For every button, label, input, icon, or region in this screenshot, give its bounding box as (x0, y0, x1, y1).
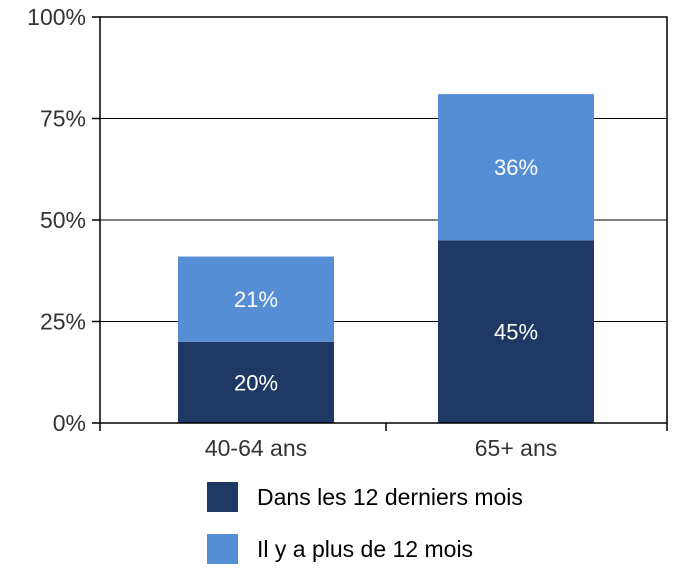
data-labels: 20% 21% 45% 36% (234, 155, 538, 395)
x-tick-label: 65+ ans (475, 435, 558, 461)
x-axis: 40-64 ans 65+ ans (99, 423, 668, 461)
y-tick-label: 50% (40, 207, 86, 233)
y-tick-label: 25% (40, 309, 86, 335)
bars (178, 94, 594, 423)
y-tick-label: 0% (53, 410, 86, 436)
data-label: 36% (494, 155, 538, 180)
y-axis: 0% 25% 50% 75% 100% (27, 4, 100, 436)
bar-segment (438, 94, 594, 241)
bar-segment (178, 256, 334, 342)
data-label: 45% (494, 320, 538, 345)
legend-label: Il y a plus de 12 mois (257, 536, 473, 562)
data-label: 20% (234, 370, 278, 395)
y-tick-label: 75% (40, 106, 86, 132)
legend: Dans les 12 derniers mois Il y a plus de … (207, 482, 523, 564)
bar-segment (178, 341, 334, 423)
legend-swatch (207, 534, 238, 564)
bar-segment (438, 240, 594, 423)
legend-swatch (207, 482, 238, 512)
data-label: 21% (234, 287, 278, 312)
legend-label: Dans les 12 derniers mois (257, 484, 523, 510)
x-tick-label: 40-64 ans (205, 435, 307, 461)
y-tick-label: 100% (27, 4, 86, 30)
